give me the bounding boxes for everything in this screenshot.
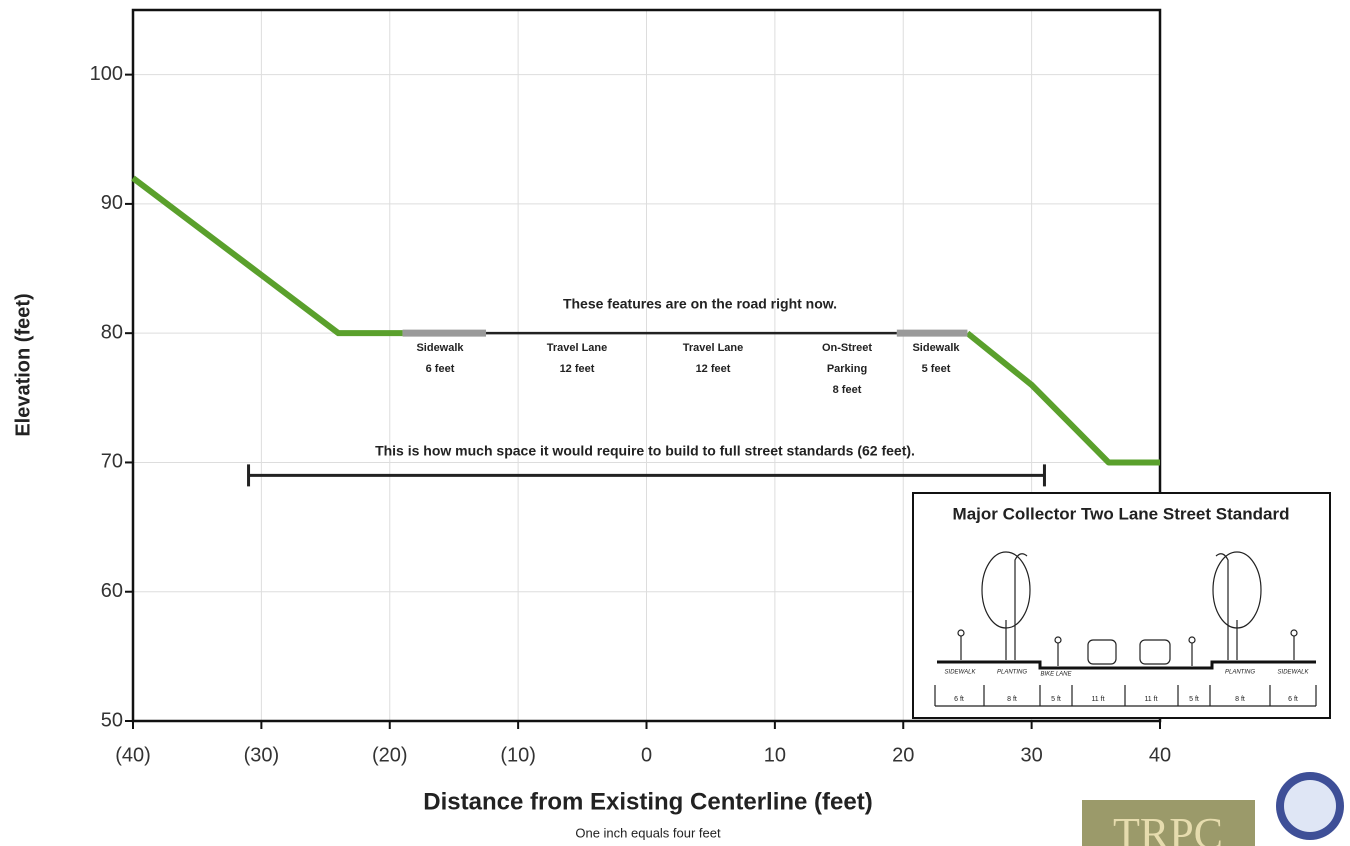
x-tick-label: 10 [764, 744, 786, 766]
x-tick-label: (20) [372, 744, 408, 766]
marks [125, 73, 1161, 729]
street-drawing [934, 551, 1317, 707]
y-tick-label: 50 [101, 709, 123, 731]
x-tick-label: (10) [500, 744, 536, 766]
x-tick-label: 20 [892, 744, 914, 766]
dimension-label: This is how much space it would require … [375, 443, 915, 459]
y-tick-label: 80 [101, 321, 123, 343]
street-section [937, 660, 1316, 670]
profile-line [131, 175, 1160, 466]
x-tick-label: (40) [115, 744, 151, 766]
feature-label: Sidewalk [416, 342, 464, 354]
feature-label: 8 feet [833, 384, 862, 396]
feature-label: Parking [827, 363, 867, 375]
feature-label: 5 feet [922, 363, 951, 375]
y-tick-label: 70 [101, 451, 123, 473]
x-tick-label: (30) [244, 744, 280, 766]
zone-label: SIDEWALK [1278, 670, 1310, 676]
subtitle: One inch equals four feet [575, 825, 721, 840]
width-label: 8 ft [1235, 696, 1245, 703]
x-axis-title: Distance from Existing Centerline (feet) [423, 788, 872, 815]
y-tick-label: 100 [90, 63, 123, 85]
y-tick-label: 90 [101, 192, 123, 214]
feature-label: 12 feet [696, 363, 731, 375]
x-tick-label: 30 [1021, 744, 1043, 766]
feature-label: 6 feet [426, 363, 455, 375]
zone-label: SIDEWALK [945, 670, 977, 676]
zone-label: PLANTING [1225, 670, 1255, 676]
zone-label: BIKE LANE [1040, 672, 1072, 678]
width-label: 5 ft [1189, 696, 1199, 703]
y-axis-title: Elevation (feet) [12, 293, 34, 436]
x-tick-label: 0 [641, 744, 652, 766]
road-note: These features are on the road right now… [563, 296, 837, 312]
feature-label: 12 feet [560, 363, 595, 375]
width-label: 8 ft [1007, 696, 1017, 703]
feature-label: On-Street [822, 342, 872, 354]
logo-seal-inner [1284, 780, 1336, 832]
logo-box [1082, 800, 1255, 846]
y-tick-label: 60 [101, 580, 123, 602]
feature-label: Sidewalk [912, 342, 960, 354]
zone-label: PLANTING [997, 670, 1027, 676]
inset-title: Major Collector Two Lane Street Standard [953, 504, 1290, 523]
width-label: 6 ft [954, 696, 964, 703]
width-label: 11 ft [1144, 696, 1157, 703]
inset-frame [912, 492, 1331, 719]
width-label: 6 ft [1288, 696, 1298, 703]
width-label: 11 ft [1091, 696, 1104, 703]
width-label: 5 ft [1051, 696, 1061, 703]
feature-label: Travel Lane [683, 342, 744, 354]
logo-text: TRPC [1113, 809, 1223, 846]
inset: Major Collector Two Lane Street Standard… [912, 492, 1331, 719]
x-tick-label: 40 [1149, 744, 1171, 766]
feature-label: Travel Lane [547, 342, 608, 354]
